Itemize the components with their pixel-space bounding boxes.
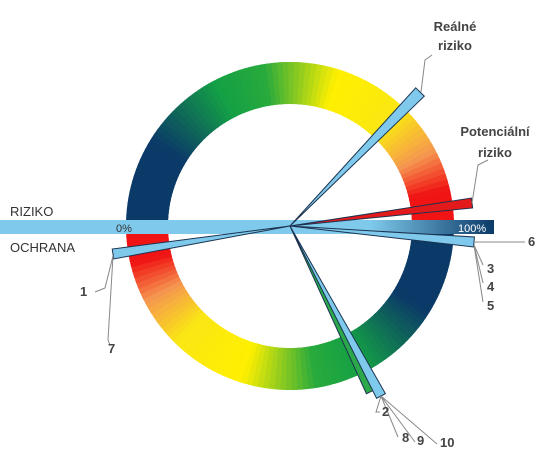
marker-label: 9 [417,433,424,447]
marker-label: 5 [487,298,494,313]
marker-label: 3 [487,261,494,276]
real-risk-label: Reálné [434,19,477,34]
scale-start: 0% [116,223,132,235]
marker-label: 10 [440,435,454,447]
marker-label: 7 [108,341,115,356]
marker-label: 8 [402,430,409,445]
marker-label: 4 [487,279,495,294]
axis-label: OCHRANA [10,240,75,255]
potential-risk-label: riziko [478,145,512,160]
marker-label: 1 [80,284,87,299]
real-risk-label: riziko [438,38,472,53]
scale-end: 100% [458,223,486,235]
axis-label: RIZIKO [10,204,53,219]
potential-risk-label: Potenciální [460,124,530,139]
marker-label: 6 [528,234,535,249]
marker-label: 2 [382,404,389,419]
